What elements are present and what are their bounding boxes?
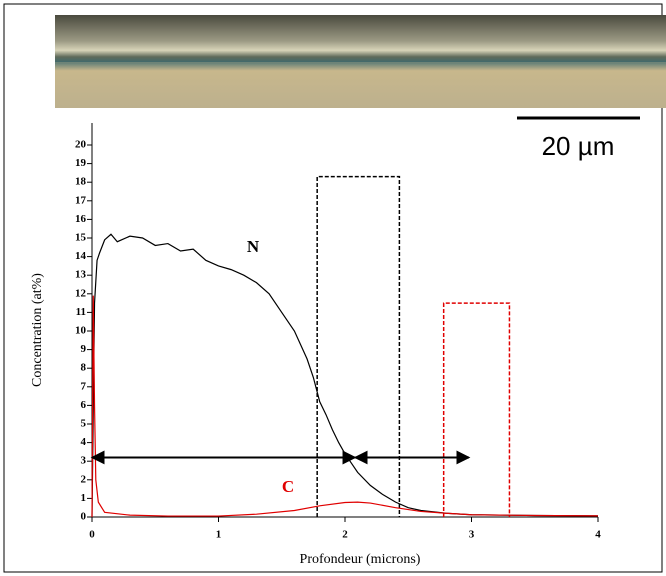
scale-bar-label: 20 µm: [542, 131, 615, 161]
series-line: [91, 233, 599, 518]
y-tick-label: 6: [81, 399, 87, 411]
y-tick-label: 1: [81, 492, 87, 504]
y-tick-label: 18: [75, 176, 87, 188]
x-tick-label: 1: [216, 529, 222, 541]
y-tick-label: 0: [81, 511, 87, 523]
y-tick-label: 2: [81, 473, 87, 485]
y-axis-title: Concentration (at%): [30, 273, 45, 387]
x-tick-label: 4: [595, 529, 601, 541]
x-axis-title: Profondeur (microns): [300, 552, 421, 567]
y-tick-label: 11: [76, 306, 86, 318]
y-tick-label: 19: [75, 157, 87, 169]
x-tick-label: 0: [89, 529, 95, 541]
x-tick-label: 3: [469, 529, 475, 541]
dashed-box: [442, 302, 511, 517]
y-tick-label: 13: [75, 269, 87, 281]
y-tick-label: 15: [75, 232, 87, 244]
y-tick-label: 8: [81, 362, 87, 374]
y-tick-label: 12: [75, 287, 87, 299]
y-tick-label: 10: [75, 325, 87, 337]
y-tick-label: 7: [81, 380, 87, 392]
y-tick-label: 3: [81, 455, 87, 467]
x-tick-label: 2: [342, 529, 348, 541]
frame: [3, 3, 663, 573]
micrograph: [55, 15, 666, 108]
y-tick-label: 14: [75, 250, 87, 262]
y-tick-label: 16: [75, 213, 87, 225]
series-label: N: [247, 237, 260, 256]
y-tick-label: 9: [81, 343, 87, 355]
y-tick-label: 5: [81, 418, 87, 430]
micrograph-texture: [55, 62, 666, 108]
y-tick-label: 20: [75, 139, 87, 151]
dashed-box: [316, 175, 401, 517]
y-tick-label: 4: [81, 436, 87, 448]
y-tick-label: 17: [75, 194, 87, 206]
series-label: C: [282, 477, 294, 496]
series-line: [91, 295, 599, 518]
